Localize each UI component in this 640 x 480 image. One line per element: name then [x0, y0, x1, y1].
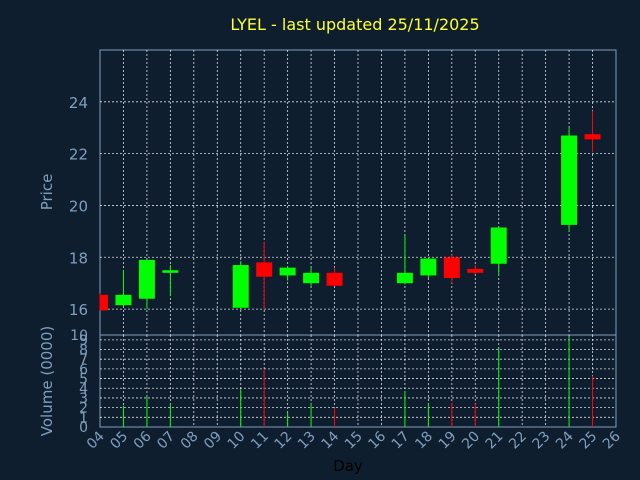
x-tick-label: 23 — [530, 429, 554, 453]
candle-body — [396, 272, 413, 284]
x-tick-label: 22 — [506, 429, 530, 453]
candle-body — [584, 134, 601, 140]
candle-body — [443, 257, 460, 278]
chart-title: LYEL - last updated 25/11/2025 — [230, 15, 479, 34]
price-tick-label: 18 — [69, 249, 88, 267]
price-tick-label: 22 — [69, 146, 88, 164]
volume-tick-label: 3 — [79, 391, 88, 407]
x-tick-label: 19 — [436, 429, 460, 453]
price-panel: 24 22 20 18 16 Price — [38, 49, 617, 336]
x-tick-label: 18 — [412, 429, 436, 453]
candle-body — [326, 272, 343, 286]
x-tick-label: 05 — [107, 429, 131, 453]
volume-tick-label: 8 — [79, 343, 88, 359]
candle-body — [467, 268, 484, 273]
x-tick-label: 21 — [483, 429, 507, 453]
x-tick-label: 08 — [178, 429, 202, 453]
candle-body — [115, 294, 132, 306]
x-axis-ticks: 04 05 06 07 08 09 10 11 12 13 14 15 16 17 18 19 20 21 22 23… — [84, 428, 624, 452]
x-tick-label: 16 — [365, 428, 389, 452]
x-tick-label: 12 — [272, 429, 296, 453]
volume-tick-label: 5 — [79, 372, 88, 388]
x-tick-label: 26 — [600, 428, 624, 452]
x-tick-label: 15 — [342, 429, 366, 453]
x-tick-label: 13 — [295, 429, 319, 453]
candle-body — [561, 135, 578, 225]
price-tick-label: 16 — [69, 301, 88, 319]
volume-tick-label: 7 — [79, 352, 88, 368]
volume-grid — [100, 335, 616, 427]
price-axis-label: Price — [38, 174, 56, 211]
x-tick-label: 07 — [154, 429, 178, 453]
price-tick-label: 24 — [69, 94, 88, 112]
candle-body — [100, 294, 108, 311]
candle-body — [420, 258, 437, 276]
x-tick-label: 25 — [576, 429, 600, 453]
x-tick-label: 06 — [131, 428, 155, 452]
price-tick-label: 20 — [69, 197, 88, 215]
volume-tick-label: 0 — [79, 420, 88, 436]
volume-tick-label: 1 — [79, 410, 88, 426]
x-tick-label: 09 — [201, 429, 225, 453]
candle-body — [303, 272, 320, 284]
volume-bars — [122, 336, 594, 427]
volume-tick-label: 10 — [70, 328, 88, 344]
volume-tick-label: 6 — [79, 362, 88, 378]
x-tick-label: 10 — [225, 429, 249, 453]
price-plot-area — [99, 49, 617, 336]
price-y-ticks: 24 22 20 18 16 — [69, 94, 88, 319]
candle-body — [232, 265, 249, 308]
volume-tick-label: 4 — [79, 381, 88, 397]
x-tick-label: 17 — [389, 429, 413, 453]
candle-body — [279, 267, 296, 276]
x-tick-label: 11 — [248, 429, 272, 453]
volume-tick-label: 9 — [79, 333, 88, 349]
candle-body — [256, 262, 273, 277]
volume-tick-label: 2 — [79, 401, 88, 417]
x-tick-label: 20 — [459, 429, 483, 453]
x-axis-label: Day — [333, 457, 363, 475]
candle-body — [138, 259, 155, 299]
candle-body — [162, 270, 179, 273]
candles — [99, 110, 601, 311]
x-tick-label: 24 — [553, 428, 577, 452]
x-tick-label: 14 — [318, 428, 342, 452]
volume-axis-label: Volume (0000) — [38, 326, 56, 436]
candle-body — [490, 227, 507, 264]
price-grid — [100, 50, 616, 335]
